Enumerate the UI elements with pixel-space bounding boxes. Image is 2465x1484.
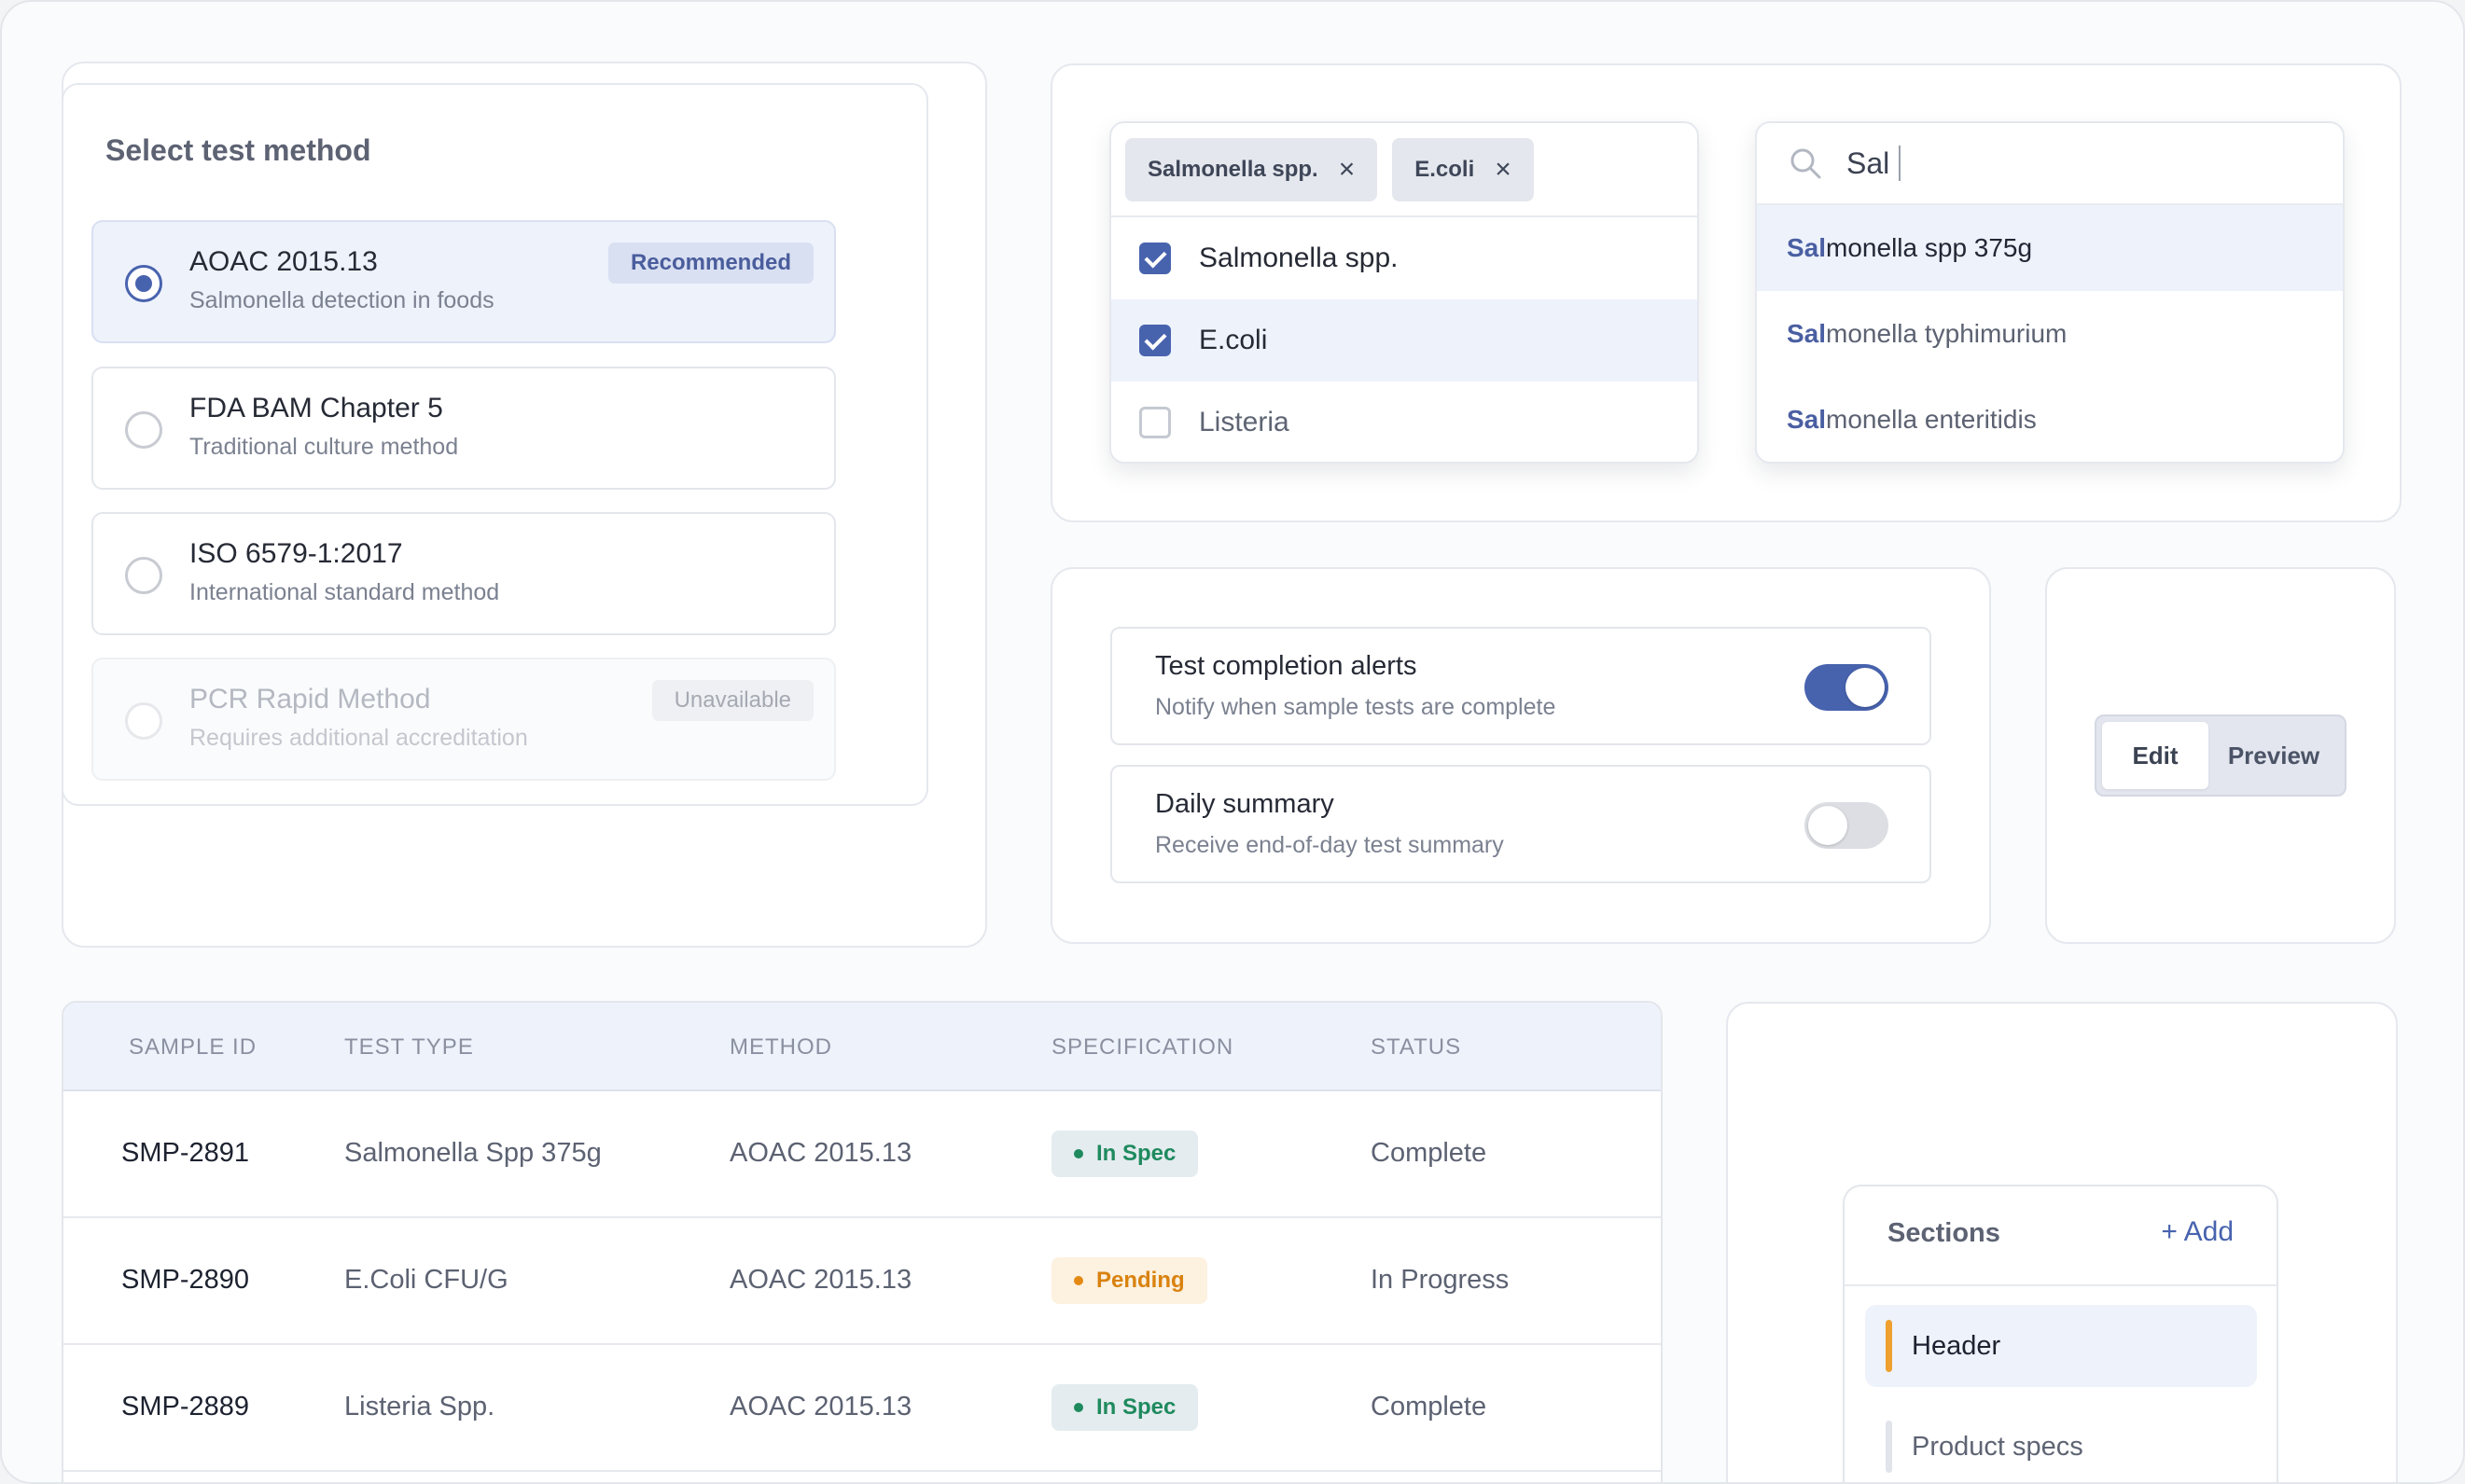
column-header[interactable]: SAMPLE ID	[129, 1034, 258, 1060]
radio-unselected[interactable]	[125, 411, 162, 449]
method-option-name: AOAC 2015.13	[189, 246, 378, 277]
test-type: Listeria Spp.	[344, 1392, 495, 1422]
section-marker	[1886, 1320, 1892, 1372]
multiselect-item-ecoli[interactable]: E.coli	[1111, 299, 1697, 381]
method: AOAC 2015.13	[730, 1138, 912, 1168]
samples-table: SAMPLE ID TEST TYPE METHOD SPECIFICATION…	[62, 1001, 1663, 1482]
notification-setting-daily: Daily summary Receive end-of-day test su…	[1110, 765, 1931, 883]
method-option-desc: Traditional culture method	[189, 434, 459, 460]
sections-title: Sections	[1887, 1218, 2000, 1248]
method-option-desc: Salmonella detection in foods	[189, 287, 494, 313]
method-option-name: ISO 6579-1:2017	[189, 538, 403, 569]
section-item-label: Product specs	[1912, 1431, 2083, 1462]
spec-badge: In Spec	[1051, 1384, 1199, 1431]
organism-multiselect: Salmonella spp. × E.coli × Salmonella sp…	[1109, 121, 1699, 464]
multiselect-item-listeria[interactable]: Listeria	[1111, 381, 1697, 462]
text-caret	[1899, 146, 1901, 181]
method-option-fda[interactable]: FDA BAM Chapter 5 Traditional culture me…	[91, 367, 836, 490]
table-row[interactable]: SMP-2889 Listeria Spp. AOAC 2015.13 In S…	[63, 1345, 1661, 1472]
recommended-badge: Recommended	[607, 243, 814, 284]
method-select-title: Select test method	[105, 133, 371, 167]
sample-id: SMP-2889	[121, 1392, 250, 1422]
section-marker	[1886, 1421, 1892, 1473]
search-autocomplete: Sal Sal monella spp 375g Sal monella typhi…	[1755, 121, 2345, 464]
column-header[interactable]: METHOD	[730, 1034, 832, 1060]
notification-title: Test completion alerts	[1155, 651, 1417, 681]
method: AOAC 2015.13	[730, 1265, 912, 1295]
method-option-aoac[interactable]: AOAC 2015.13 Salmonella detection in foo…	[91, 220, 836, 343]
search-match: Sal	[1787, 319, 1827, 348]
multiselect-item-label: Listeria	[1199, 407, 1289, 437]
notifications-panel	[1051, 567, 1991, 944]
chip-label: Salmonella spp.	[1148, 157, 1318, 182]
sample-id: SMP-2891	[121, 1138, 250, 1168]
section-item-product-specs[interactable]: Product specs	[1865, 1406, 2257, 1482]
toggle-switch-on[interactable]	[1804, 664, 1888, 711]
column-header[interactable]: TEST TYPE	[344, 1034, 474, 1060]
notification-setting-completion: Test completion alerts Notify when sampl…	[1110, 627, 1931, 745]
preview-tab[interactable]: Preview	[2227, 741, 2320, 770]
radio-selected[interactable]	[125, 265, 162, 302]
search-result[interactable]: Sal monella spp 375g	[1757, 205, 2343, 291]
notification-desc: Receive end-of-day test summary	[1155, 832, 1504, 858]
chip-label: E.coli	[1414, 157, 1475, 182]
toggle-switch-off[interactable]	[1804, 802, 1888, 849]
method-option-name: PCR Rapid Method	[189, 684, 431, 714]
method-option-name: FDA BAM Chapter 5	[189, 393, 443, 423]
checkbox-checked[interactable]	[1139, 243, 1171, 274]
table-row[interactable]: SMP-2891 Salmonella Spp 375g AOAC 2015.1…	[63, 1091, 1661, 1218]
search-result[interactable]: Sal monella typhimurium	[1757, 291, 2343, 377]
status: Complete	[1371, 1138, 1487, 1168]
notification-title: Daily summary	[1155, 789, 1334, 819]
section-item-label: Header	[1912, 1330, 2001, 1361]
section-item-header[interactable]: Header	[1865, 1305, 2257, 1387]
table-header: SAMPLE ID TEST TYPE METHOD SPECIFICATION…	[63, 1003, 1661, 1091]
checkbox-checked[interactable]	[1139, 325, 1171, 356]
search-match: Sal	[1787, 233, 1827, 262]
radio-unselected[interactable]	[125, 557, 162, 594]
spec-badge: In Spec	[1051, 1130, 1199, 1177]
chip-salmonella[interactable]: Salmonella spp. ×	[1125, 138, 1378, 201]
add-section-button[interactable]: + Add	[2161, 1216, 2234, 1247]
status: Complete	[1371, 1392, 1487, 1422]
selected-chips: Salmonella spp. × E.coli ×	[1111, 123, 1697, 217]
method-option-desc: International standard method	[189, 579, 500, 605]
search-icon	[1790, 148, 1821, 179]
sections-list: Sections + Add Header Product specs	[1843, 1185, 2278, 1482]
close-icon[interactable]: ×	[1495, 154, 1511, 185]
multiselect-item-label: E.coli	[1199, 325, 1268, 355]
search-input[interactable]: Sal	[1757, 123, 2343, 205]
spec-badge: Pending	[1051, 1257, 1207, 1304]
column-header[interactable]: STATUS	[1371, 1034, 1462, 1060]
column-header[interactable]: SPECIFICATION	[1051, 1034, 1234, 1060]
test-type: E.Coli CFU/G	[344, 1265, 508, 1295]
notification-desc: Notify when sample tests are complete	[1155, 694, 1556, 720]
close-icon[interactable]: ×	[1338, 154, 1356, 185]
unavailable-badge: Unavailable	[651, 680, 814, 721]
method: AOAC 2015.13	[730, 1392, 912, 1422]
search-result-rest: monella typhimurium	[1826, 319, 2068, 348]
checkbox-unchecked[interactable]	[1139, 407, 1171, 438]
search-result-rest: monella enteritidis	[1826, 405, 2037, 434]
search-result[interactable]: Sal monella enteritidis	[1757, 377, 2343, 462]
multiselect-item-label: Salmonella spp.	[1199, 243, 1399, 273]
edit-tab[interactable]: Edit	[2102, 722, 2208, 789]
multiselect-item-salmonella[interactable]: Salmonella spp.	[1111, 217, 1697, 299]
status: In Progress	[1371, 1265, 1510, 1295]
sample-id: SMP-2890	[121, 1265, 250, 1295]
chip-ecoli[interactable]: E.coli ×	[1392, 138, 1534, 201]
radio-disabled	[125, 702, 162, 740]
search-match: Sal	[1787, 405, 1827, 434]
method-option-pcr: PCR Rapid Method Requires additional acc…	[91, 658, 836, 781]
test-type: Salmonella Spp 375g	[344, 1138, 602, 1168]
method-select-card: Select test method AOAC 2015.13 Salmonel…	[62, 83, 928, 806]
search-query: Sal	[1846, 146, 1890, 180]
edit-preview-toggle: Edit Preview	[2095, 714, 2347, 797]
method-option-iso[interactable]: ISO 6579-1:2017 International standard m…	[91, 512, 836, 635]
search-result-rest: monella spp 375g	[1826, 233, 2033, 262]
method-option-desc: Requires additional accreditation	[189, 725, 528, 751]
divider	[1845, 1284, 2277, 1286]
table-row[interactable]: SMP-2890 E.Coli CFU/G AOAC 2015.13 Pendi…	[63, 1218, 1661, 1345]
